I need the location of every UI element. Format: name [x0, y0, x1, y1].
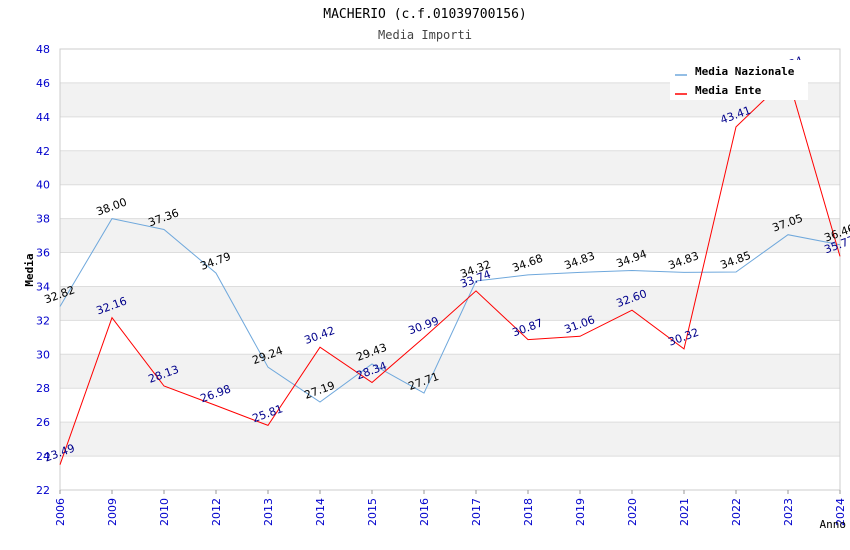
- y-axis-label: Media: [23, 253, 36, 286]
- y-tick-label: 34: [36, 280, 50, 293]
- chart-subtitle: Media Importi: [378, 28, 472, 42]
- x-tick-label: 2012: [210, 498, 223, 526]
- y-tick-label: 38: [36, 213, 50, 226]
- data-label: 38.00: [95, 195, 129, 218]
- data-label: 34.79: [199, 250, 233, 273]
- x-tick-label: 2017: [470, 498, 483, 526]
- x-tick-label: 2021: [678, 498, 691, 526]
- plot-band: [60, 218, 840, 253]
- legend-label: Media Nazionale: [695, 65, 795, 78]
- x-tick-label: 2022: [730, 498, 743, 526]
- y-tick-label: 46: [36, 77, 50, 90]
- x-tick-label: 2009: [106, 498, 119, 526]
- y-axis: 22 24 26 28 30 32 34 36 38 40 42 44 46 48: [36, 43, 50, 497]
- x-tick-label: 2006: [54, 498, 67, 526]
- legend-box: [670, 60, 808, 100]
- chart-title: MACHERIO (c.f.01039700156): [323, 7, 527, 22]
- y-tick-label: 44: [36, 111, 50, 124]
- y-tick-label: 36: [36, 247, 50, 260]
- x-tick-label: 2024: [834, 498, 847, 526]
- y-tick-label: 24: [36, 450, 50, 463]
- data-label: 30.42: [303, 324, 337, 347]
- series-media-nazionale: [59, 218, 841, 403]
- y-tick-label: 48: [36, 43, 50, 56]
- x-tick-label: 2019: [574, 498, 587, 526]
- x-tick-label: 2014: [314, 498, 327, 526]
- y-tick-label: 40: [36, 179, 50, 192]
- x-tick-label: 2018: [522, 498, 535, 526]
- x-tick-label: 2013: [262, 498, 275, 526]
- data-label: 30.32: [667, 326, 701, 349]
- plot-band: [60, 422, 840, 457]
- x-tick-label: 2020: [626, 498, 639, 526]
- x-axis: 2006 2009 2010 2012 2013 2014 2015 2016 2017 2018…: [54, 490, 847, 526]
- x-axis-label: Anno: [820, 518, 847, 531]
- legend-label: Media Ente: [695, 84, 762, 97]
- series-line: [59, 76, 841, 465]
- series-line: [59, 218, 841, 403]
- plot-band: [60, 286, 840, 321]
- x-tick-label: 2016: [418, 498, 431, 526]
- series-media-ente: [59, 76, 841, 465]
- y-tick-label: 26: [36, 416, 50, 429]
- y-tick-label: 22: [36, 484, 50, 497]
- plot-band: [60, 150, 840, 185]
- data-label: 34.68: [511, 252, 545, 275]
- legend: Media Nazionale Media Ente: [670, 60, 808, 100]
- y-tick-label: 28: [36, 382, 50, 395]
- y-tick-label: 42: [36, 145, 50, 158]
- x-tick-label: 2023: [782, 498, 795, 526]
- x-tick-label: 2010: [158, 498, 171, 526]
- y-tick-label: 32: [36, 314, 50, 327]
- x-tick-label: 2015: [366, 498, 379, 526]
- plot-band: [60, 354, 840, 389]
- plot-frame: [59, 48, 841, 491]
- y-tick-label: 30: [36, 348, 50, 361]
